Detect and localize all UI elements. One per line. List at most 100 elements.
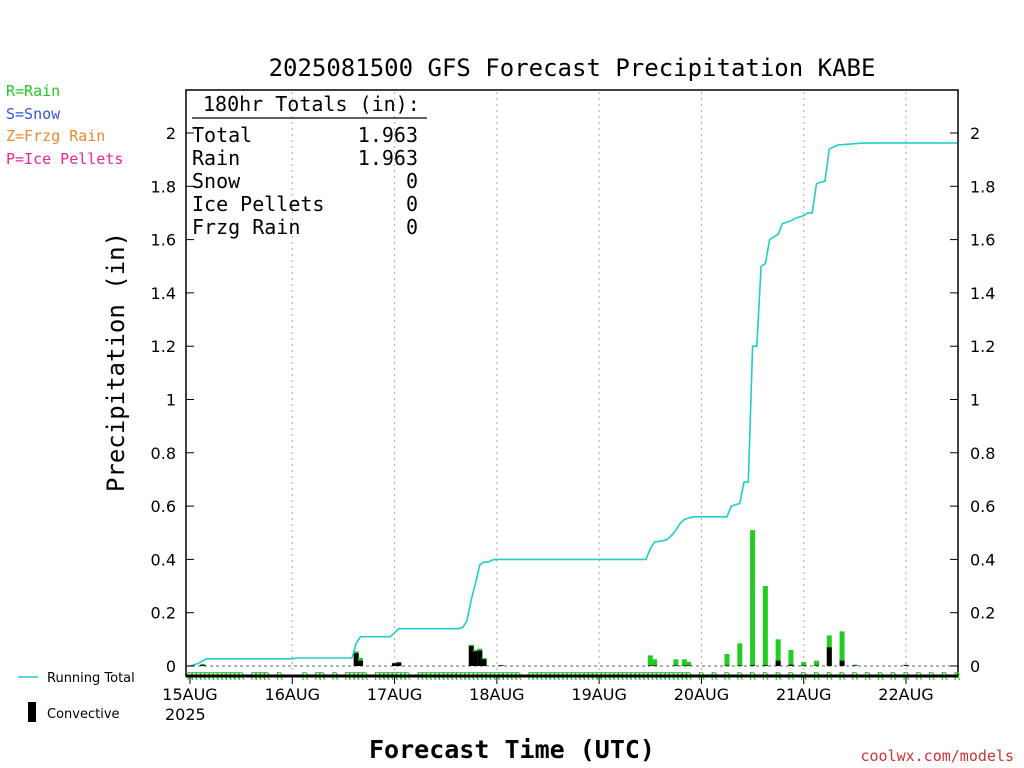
x-tick-label: 15AUG bbox=[162, 685, 217, 704]
convective-bar bbox=[724, 665, 730, 666]
precip-bars bbox=[200, 530, 909, 666]
convective-bar bbox=[652, 665, 658, 666]
y-tick-label-left: 1.2 bbox=[151, 337, 176, 356]
y-tick-label-left: 2 bbox=[166, 124, 176, 143]
totals-frzg-value: 0 bbox=[406, 215, 418, 239]
rain-bar bbox=[852, 664, 858, 666]
rain-bar bbox=[750, 530, 756, 666]
rain-bar bbox=[652, 659, 658, 666]
rain-bar bbox=[681, 659, 687, 666]
rain-bar bbox=[788, 650, 794, 666]
x-tick-label: 18AUG bbox=[469, 685, 524, 704]
plot-frame bbox=[185, 89, 959, 677]
chart-title: 2025081500 GFS Forecast Precipitation KA… bbox=[269, 54, 876, 82]
x-tick-label: 16AUG bbox=[265, 685, 320, 704]
convective-bar bbox=[477, 650, 483, 666]
rain-bar bbox=[814, 660, 819, 666]
convective-bar bbox=[762, 665, 768, 666]
rain-bar bbox=[724, 654, 730, 666]
y-tick-label-right: 1.8 bbox=[970, 177, 995, 196]
totals-rain-value: 1.963 bbox=[358, 146, 418, 170]
totals-heading: 180hr Totals (in): bbox=[203, 92, 420, 116]
convective-bar bbox=[392, 663, 398, 666]
y-tick-label-right: 0.8 bbox=[970, 444, 995, 463]
series-legend: Running Total Convective bbox=[18, 671, 135, 722]
y-axis-right: 0 0.2 0.4 0.6 0.8 1 1.2 1.4 1.6 1.8 2 bbox=[950, 124, 995, 676]
y-axis-label: Precipitation (in) bbox=[102, 232, 130, 492]
totals-box: 180hr Totals (in): Total 1.963 Rain 1.96… bbox=[192, 92, 427, 239]
totals-total-value: 1.963 bbox=[358, 123, 418, 147]
rain-bar bbox=[686, 662, 692, 666]
y-tick-label-left: 1.8 bbox=[151, 177, 176, 196]
convective-bar bbox=[750, 665, 756, 666]
y-tick-label-right: 0.2 bbox=[970, 604, 995, 623]
rain-bar bbox=[673, 659, 679, 666]
totals-pellets-value: 0 bbox=[406, 192, 418, 216]
y-tick-label-left: 0.4 bbox=[151, 550, 176, 569]
running-total-line bbox=[189, 142, 958, 667]
convective-bar bbox=[481, 659, 487, 666]
totals-rain-label: Rain bbox=[192, 146, 240, 170]
convective-bar bbox=[473, 651, 479, 666]
y-axis-left: 0 0.2 0.4 0.6 0.8 1 1.2 1.4 1.6 1.8 2 bbox=[151, 124, 194, 676]
watermark: coolwx.com/models bbox=[860, 747, 1014, 765]
convective-bar bbox=[681, 665, 687, 666]
y-tick-label-right: 0 bbox=[970, 657, 980, 676]
y-tick-label-right: 1.2 bbox=[970, 337, 995, 356]
legend-ice-pellets: P=Ice Pellets bbox=[6, 150, 123, 168]
convective-bar bbox=[788, 664, 794, 666]
precip-type-legend: R=Rain S=Snow Z=Frzg Rain P=Ice Pellets bbox=[6, 82, 123, 168]
rain-bar bbox=[839, 631, 845, 666]
y-tick-label-left: 1 bbox=[166, 391, 176, 410]
convective-bar bbox=[852, 665, 858, 666]
x-axis-label: Forecast Time (UTC) bbox=[369, 735, 655, 764]
convective-bar bbox=[737, 665, 743, 666]
y-tick-label-right: 0.6 bbox=[970, 497, 995, 516]
rain-bar bbox=[647, 655, 653, 666]
y-tick-label-right: 1.4 bbox=[970, 284, 995, 303]
totals-pellets-label: Ice Pellets bbox=[192, 192, 324, 216]
y-tick-label-left: 0.8 bbox=[151, 444, 176, 463]
totals-total-label: Total bbox=[192, 123, 252, 147]
convective-bar bbox=[686, 665, 692, 666]
day-gridlines bbox=[186, 92, 958, 674]
convective-bar bbox=[801, 665, 807, 666]
convective-bar bbox=[814, 665, 819, 666]
y-tick-label-left: 1.4 bbox=[151, 284, 176, 303]
legend-frzg-rain: Z=Frzg Rain bbox=[6, 127, 105, 145]
x-tick-label: 20AUG bbox=[674, 685, 729, 704]
rain-bar bbox=[801, 662, 807, 666]
x-tick-label: 21AUG bbox=[776, 685, 831, 704]
rain-bar bbox=[762, 586, 768, 666]
legend-rain: R=Rain bbox=[6, 82, 60, 100]
running-total-legend-label: Running Total bbox=[47, 671, 135, 686]
year-label: 2025 bbox=[165, 705, 206, 724]
convective-bar bbox=[498, 665, 504, 666]
y-tick-label-right: 1 bbox=[970, 391, 980, 410]
convective-bar bbox=[357, 660, 363, 666]
convective-legend-label: Convective bbox=[47, 707, 120, 722]
x-axis: 15AUG 16AUG 17AUG 18AUG 19AUG 20AUG 21AUG 22AUG bbox=[162, 676, 934, 704]
convective-bar bbox=[673, 665, 679, 666]
x-tick-label: 19AUG bbox=[571, 685, 626, 704]
convective-bar bbox=[775, 660, 781, 666]
convective-bar bbox=[396, 662, 402, 666]
totals-frzg-label: Frzg Rain bbox=[192, 215, 300, 239]
convective-bar bbox=[826, 647, 832, 666]
y-tick-label-right: 0.4 bbox=[970, 550, 995, 569]
convective-bar bbox=[903, 665, 909, 666]
y-tick-label-right: 2 bbox=[970, 124, 980, 143]
convective-bar bbox=[468, 646, 474, 666]
rain-bar bbox=[200, 663, 206, 666]
y-tick-label-left: 0 bbox=[166, 657, 176, 676]
totals-snow-label: Snow bbox=[192, 169, 241, 193]
y-tick-label-left: 1.6 bbox=[151, 231, 176, 250]
rain-bar bbox=[737, 643, 743, 666]
x-tick-label: 17AUG bbox=[367, 685, 422, 704]
rain-bar bbox=[775, 639, 781, 666]
totals-snow-value: 0 bbox=[406, 169, 418, 193]
convective-bar bbox=[839, 660, 845, 666]
y-tick-label-right: 1.6 bbox=[970, 231, 995, 250]
convective-bar bbox=[353, 653, 359, 666]
